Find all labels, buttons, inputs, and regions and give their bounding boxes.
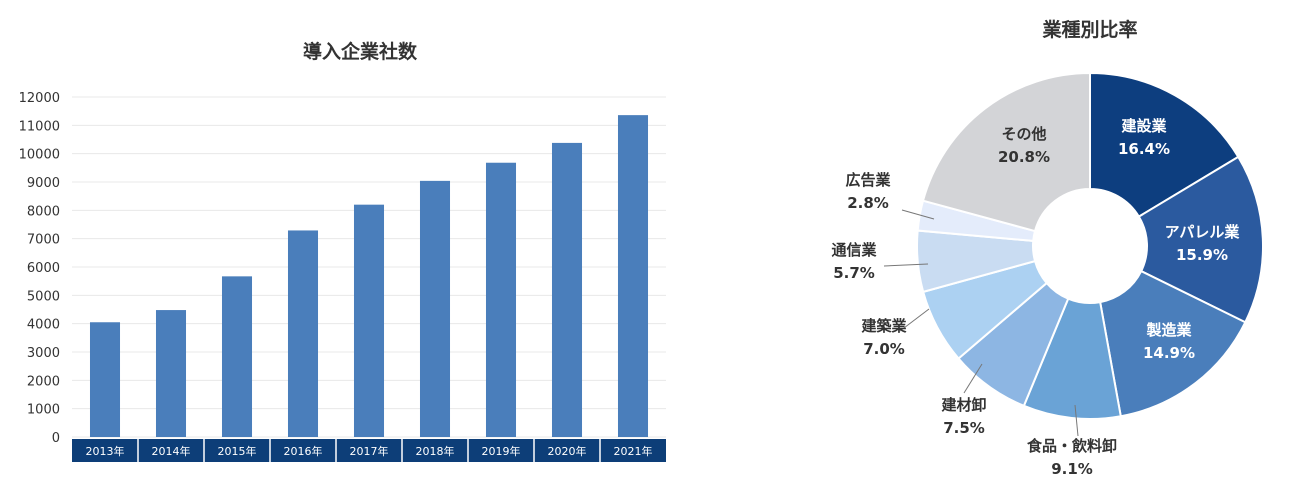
pie-labels: 建設業 16.4% アパレル業 15.9% 製造業 14.9% 食品・飲料卸 9.1% 建材卸 7… [831,117,1240,478]
x-tick-label: 2019年 [482,444,521,458]
pie-leader-line [901,209,935,220]
pie-slices [916,71,1264,420]
pie-leader-line [899,308,930,332]
bar [551,142,583,437]
x-tick-label: 2014年 [152,444,191,458]
x-tick-label: 2018年 [416,444,455,458]
x-category-band [72,439,666,462]
bar [89,322,121,437]
pie-slice-name: 通信業 [831,241,877,259]
pie-slice [1098,269,1247,418]
pie-slice-name: 建築業 [861,317,907,335]
y-tick-label: 10000 [19,148,60,163]
x-tick-label: 2016年 [284,444,323,458]
x-tick-label: 2021年 [614,444,653,458]
x-tick-label: 2020年 [548,444,587,458]
bar [287,230,319,437]
pie-slice-value: 20.8% [998,148,1050,166]
pie-slice-value: 2.8% [847,194,889,212]
pie-slice-name: 建設業 [1121,117,1167,135]
pie-slice-value: 7.0% [863,340,905,358]
y-tick-label: 8000 [27,204,60,219]
x-tick-label: 2015年 [218,444,257,458]
pie-slice-name: 食品・飲料卸 [1027,437,1117,455]
pie-slice-name: 建材卸 [941,396,986,414]
pie-slice [1137,155,1264,324]
pie-slice-name: 製造業 [1145,321,1192,339]
bar [617,115,649,437]
y-tick-label: 12000 [19,91,60,106]
x-tick-label: 2017年 [350,444,389,458]
y-tick-label: 6000 [27,261,60,276]
y-tick-label: 2000 [27,374,60,389]
y-tick-label: 5000 [27,289,60,304]
y-tick-label: 11000 [19,119,60,134]
pie-slice [1089,71,1240,218]
y-tick-label: 7000 [27,233,60,248]
pie-slice-name: その他 [1001,125,1046,143]
y-tick-label: 1000 [27,403,60,418]
y-tick-label: 3000 [27,346,60,361]
pie-slice [921,71,1091,233]
y-tick-label: 0 [52,431,60,446]
pie-slice-value: 14.9% [1143,344,1195,362]
x-tick-label: 2013年 [86,444,125,458]
bar-chart-title: 導入企業社数 [303,40,418,63]
bar [419,180,451,437]
bar [221,276,253,437]
pie-chart: 業種別比率 建設業 16.4% アパレル業 15.9% 製造業 14.9% 食品・飲料卸 9.… [831,18,1264,478]
pie-leader-line [1074,404,1079,437]
pie-leader-line [883,263,929,267]
bar [353,204,385,437]
bar-chart: 導入企業社数 0 1000 2000 3000 4000 5000 6000 7000 8000… [19,40,666,462]
pie-slice-name: アパレル業 [1165,223,1241,241]
pie-chart-title: 業種別比率 [1041,18,1137,41]
bar [155,310,187,437]
pie-slice-value: 9.1% [1051,460,1093,478]
bar-y-axis: 0 1000 2000 3000 4000 5000 6000 7000 8000 9000 100… [19,91,60,446]
y-tick-label: 9000 [27,176,60,191]
bar [485,162,517,437]
pie-slice-value: 5.7% [833,264,875,282]
bar-series [89,115,649,437]
pie-slice-value: 7.5% [943,419,985,437]
pie-slice-name: 広告業 [845,171,891,189]
y-tick-label: 4000 [27,318,60,333]
pie-leader-line [963,363,983,394]
pie-slice-value: 16.4% [1118,140,1170,158]
bar-x-axis: 2013年 2014年 2015年 2016年 2017年 2018年 2019年 2020年… [72,439,666,462]
pie-slice-value: 15.9% [1176,246,1228,264]
